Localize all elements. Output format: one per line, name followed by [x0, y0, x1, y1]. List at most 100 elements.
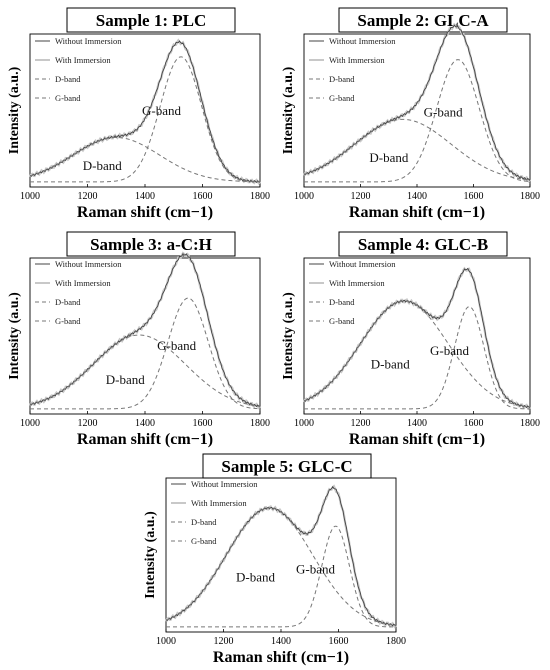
x-tick-label: 1800	[250, 191, 270, 202]
x-tick-label: 1400	[135, 418, 155, 429]
legend-label: With Immersion	[329, 55, 385, 65]
x-axis-title: Raman shift (cm−1)	[77, 204, 213, 221]
chart-title-box	[338, 7, 508, 33]
legend: Without Immersion With Immersion D-band G-b…	[309, 259, 396, 326]
legend: Without Immersion With Immersion D-band G-b…	[35, 36, 122, 103]
legend: Without Immersion With Immersion D-band G-b…	[35, 259, 122, 326]
x-tick-label: 1800	[520, 191, 540, 202]
annotation-g-band: G-band	[142, 103, 181, 118]
chart-title-box	[66, 231, 236, 257]
chart-title: Sample 4: GLC-B	[358, 235, 488, 254]
x-tick-label: 1200	[78, 418, 98, 429]
chart-title: Sample 5: GLC-C	[221, 457, 352, 476]
annotation-g-band: G-band	[424, 105, 463, 120]
x-tick-label: 1000	[20, 418, 40, 429]
legend-label: G-band	[329, 316, 355, 326]
x-tick-label: 1200	[351, 418, 371, 429]
y-axis-title: Intensity (a.u.)	[281, 66, 296, 154]
series-g-band	[30, 56, 261, 183]
legend-label: With Immersion	[55, 278, 111, 288]
annotation-d-band: D-band	[83, 158, 122, 173]
legend-label: Without Immersion	[329, 259, 396, 269]
legend-label: D-band	[329, 74, 355, 84]
y-axis-title: Intensity (a.u.)	[7, 66, 22, 154]
legend-label: With Immersion	[55, 55, 111, 65]
x-tick-label: 1200	[78, 191, 98, 202]
series-d-band	[303, 118, 531, 181]
annotation-d-band: D-band	[369, 150, 408, 165]
panel-sample-1: Sample 1: PLC 1000 1200 1400 1600 1800 Raman s…	[7, 7, 270, 221]
legend-label: D-band	[191, 517, 217, 527]
chart-title: Sample 3: a-C:H	[90, 235, 212, 254]
legend-label: G-band	[329, 93, 355, 103]
annotation-g-band: G-band	[157, 338, 196, 353]
legend-label: D-band	[55, 297, 81, 307]
x-tick-label: 1600	[329, 636, 349, 647]
legend-label: D-band	[55, 74, 81, 84]
y-axis-title: Intensity (a.u.)	[7, 292, 22, 380]
chart-title-box	[338, 231, 508, 257]
legend-label: D-band	[329, 297, 355, 307]
y-axis-title: Intensity (a.u.)	[281, 292, 296, 380]
chart-title-box	[66, 7, 236, 33]
x-axis-title: Raman shift (cm−1)	[77, 431, 213, 448]
x-tick-label: 1800	[250, 418, 270, 429]
chart-title-box	[202, 453, 372, 479]
legend: Without Immersion With Immersion D-band G-b…	[171, 479, 258, 546]
legend-label: Without Immersion	[191, 479, 258, 489]
x-axis-title: Raman shift (cm−1)	[349, 431, 485, 448]
series-with-immersion	[28, 251, 261, 410]
x-axis-title: Raman shift (cm−1)	[349, 204, 485, 221]
series-with-immersion	[302, 266, 531, 411]
y-axis-title: Intensity (a.u.)	[143, 511, 158, 599]
series-g-band	[30, 297, 261, 410]
annotation-g-band: G-band	[430, 343, 469, 358]
panel-sample-4: Sample 4: GLC-B 1000 1200 1400 1600 1800 Raman…	[281, 231, 540, 448]
x-axis-title: Raman shift (cm−1)	[213, 649, 349, 666]
series-d-band	[303, 300, 531, 408]
legend-label: Without Immersion	[329, 36, 396, 46]
legend-label: G-band	[55, 93, 81, 103]
series-g-band	[304, 59, 531, 183]
panel-sample-5: Sample 5: GLC-C 1000 1200 1400 1600 1800 Raman…	[143, 453, 406, 666]
series-d-band	[29, 136, 261, 183]
x-tick-label: 1600	[464, 418, 484, 429]
annotation-d-band: D-band	[106, 372, 145, 387]
series-without-immersion	[303, 267, 531, 409]
x-tick-label: 1400	[135, 191, 155, 202]
panel-sample-2: Sample 2: GLC-A 1000 1200 1400 1600 1800 Raman…	[281, 7, 540, 221]
x-tick-label: 1200	[351, 191, 371, 202]
series-g-band	[304, 306, 531, 410]
x-tick-label: 1600	[193, 418, 213, 429]
legend-label: Without Immersion	[55, 36, 122, 46]
chart-title: Sample 2: GLC-A	[357, 11, 489, 30]
panel-sample-3: Sample 3: a-C:H 1000 1200 1400 1600 1800 Raman…	[7, 231, 270, 448]
x-tick-label: 1800	[386, 636, 406, 647]
x-tick-label: 1800	[520, 418, 540, 429]
legend-label: Without Immersion	[55, 259, 122, 269]
annotation-d-band: D-band	[236, 569, 275, 584]
annotation-g-band: G-band	[296, 562, 335, 577]
x-tick-label: 1000	[294, 418, 314, 429]
x-tick-label: 1200	[214, 636, 234, 647]
series-without-immersion	[29, 252, 261, 408]
series-g-band	[166, 525, 396, 628]
legend-label: With Immersion	[329, 278, 385, 288]
legend-label: G-band	[55, 316, 81, 326]
legend-label: With Immersion	[191, 498, 247, 508]
x-tick-label: 1600	[193, 191, 213, 202]
series-d-band	[165, 507, 397, 626]
chart-title: Sample 1: PLC	[96, 11, 207, 30]
x-tick-label: 1000	[20, 191, 40, 202]
x-tick-label: 1400	[407, 418, 427, 429]
annotation-d-band: D-band	[371, 356, 410, 371]
x-tick-label: 1400	[407, 191, 427, 202]
x-tick-label: 1600	[464, 191, 484, 202]
x-tick-label: 1000	[156, 636, 176, 647]
legend: Without Immersion With Immersion D-band G-b…	[309, 36, 396, 103]
x-tick-label: 1000	[294, 191, 314, 202]
legend-label: G-band	[191, 536, 217, 546]
series-d-band	[29, 334, 261, 408]
x-tick-label: 1400	[271, 636, 291, 647]
